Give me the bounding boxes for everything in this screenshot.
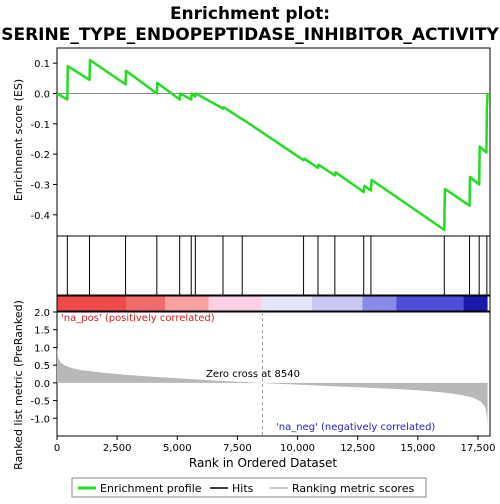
rank-heatmap-band (165, 296, 209, 311)
x-tick-label: 2,500 (103, 443, 132, 454)
hits-frame (56, 235, 491, 296)
legend: Enrichment profile Hits Ranking metric s… (71, 477, 427, 498)
rank-heatmap-band (126, 296, 166, 311)
metric-y-tick-label: 1.0 (34, 343, 50, 354)
es-y-tick-label: 0.1 (34, 59, 50, 70)
es-y-tick-label: -0.2 (30, 150, 50, 161)
metric-y-tick-label: -0.5 (30, 397, 50, 408)
rank-heatmap-band (311, 296, 363, 311)
x-tick-label: 10,000 (280, 443, 315, 454)
pos-correlated-label: 'na_pos' (positively correlated) (61, 313, 215, 324)
x-tick-label: 15,000 (400, 443, 435, 454)
metric-y-tick-label: 0.0 (34, 379, 50, 390)
metric-y-tick-label: -1.0 (30, 414, 50, 425)
rank-heatmap-band (362, 296, 397, 311)
rank-heatmap-band (396, 296, 464, 311)
rank-heatmap-frame (56, 295, 491, 312)
metric-y-tick-label: 1.5 (34, 326, 50, 337)
neg-correlated-label: 'na_neg' (negatively correlated) (276, 422, 435, 433)
metric-panel: 2.0 1.5 1.0 0.5 0.0 -0.5 -1.0 0 2,500 5,000 7,500 1… (30, 308, 495, 454)
x-tick-label: 0 (54, 443, 60, 454)
metric-y-tick-label: 2.0 (34, 308, 50, 319)
es-plot-frame (56, 47, 491, 237)
metric-y-axis-label: Ranked list metric (PreRanked) (12, 300, 25, 470)
es-y-tick-label: -0.3 (30, 180, 50, 191)
es-panel: 0.1 0.0 -0.1 -0.2 -0.3 -0.4 (30, 47, 491, 237)
metric-y-tick-label: 0.5 (34, 361, 50, 372)
es-y-tick-label: 0.0 (34, 89, 50, 100)
es-y-tick-label: -0.1 (30, 120, 50, 131)
title-line-2: SERINE_TYPE_ENDOPEPTIDASE_INHIBITOR_ACTI… (1, 25, 499, 45)
es-profile-line (56, 58, 489, 232)
legend-label-metric: Ranking metric scores (292, 482, 414, 495)
title-line-1: Enrichment plot: (170, 4, 330, 24)
es-y-axis-label: Enrichment score (ES) (12, 79, 25, 201)
x-tick-label: 7,500 (223, 443, 252, 454)
rank-heatmap-band (208, 296, 262, 311)
zero-cross-label: Zero cross at 8540 (206, 369, 300, 380)
rank-heatmap-band (261, 296, 312, 311)
es-y-tick-label: -0.4 (30, 211, 50, 222)
legend-label-enrichment: Enrichment profile (100, 482, 202, 495)
legend-box (71, 477, 427, 498)
x-tick-label: 12,500 (340, 443, 375, 454)
rank-heatmap-band (463, 296, 488, 311)
rank-heatmap-band (57, 296, 127, 311)
x-tick-label: 5,000 (163, 443, 192, 454)
x-axis-label: Rank in Ordered Dataset (189, 456, 337, 470)
ranking-metric-area (57, 347, 488, 429)
hits-panel (56, 235, 491, 312)
x-tick-label: 17,500 (460, 443, 495, 454)
legend-label-hits: Hits (232, 482, 254, 495)
